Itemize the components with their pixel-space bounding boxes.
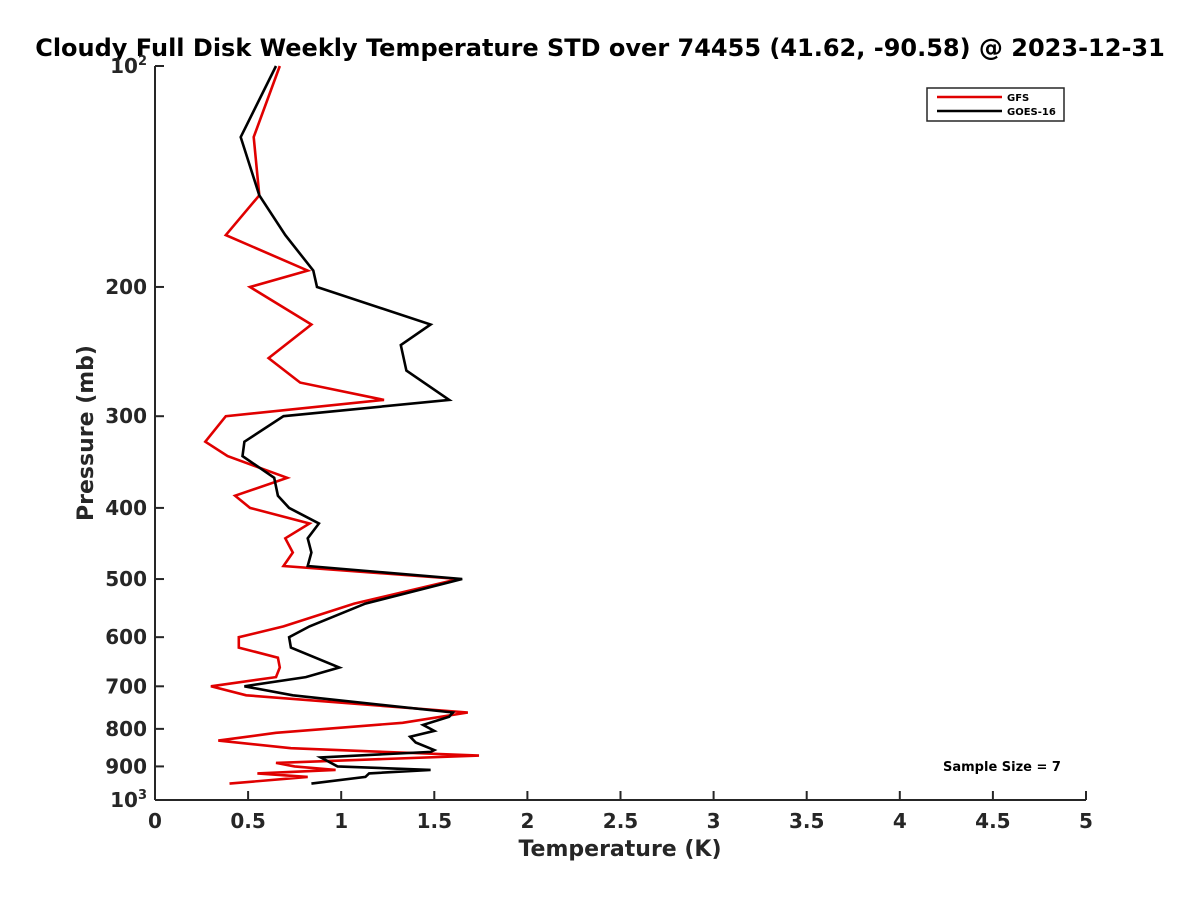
y-tick-label: 102 xyxy=(110,54,147,78)
y-tick-label: 700 xyxy=(105,674,147,698)
x-tick-label: 4.5 xyxy=(975,809,1010,833)
y-tick-exponent: 3 xyxy=(138,788,147,803)
legend: GFS GOES-16 xyxy=(926,87,1065,122)
legend-label-goes16: GOES-16 xyxy=(1007,107,1056,118)
series-layer xyxy=(203,65,480,785)
legend-label-gfs: GFS xyxy=(1007,93,1029,104)
x-tick-label: 5 xyxy=(1079,809,1093,833)
y-tick-label: 300 xyxy=(105,404,147,428)
chart-title: Cloudy Full Disk Weekly Temperature STD … xyxy=(35,34,1165,62)
series-line-goes16 xyxy=(239,65,463,785)
y-tick-label: 500 xyxy=(105,567,147,591)
sample-size-annotation: Sample Size = 7 xyxy=(943,760,1061,775)
y-tick-label: 800 xyxy=(105,717,147,741)
y-tick-label: 900 xyxy=(105,754,147,778)
x-tick-label: 0 xyxy=(148,809,162,833)
x-tick-label: 1 xyxy=(334,809,348,833)
x-ticks: 0 0.5 1 1.5 2 2.5 3 3.5 4 4.5 5 xyxy=(148,791,1093,833)
legend-box xyxy=(926,87,1065,122)
x-tick-label: 2 xyxy=(520,809,534,833)
x-tick-label: 2.5 xyxy=(603,809,638,833)
x-axis-label: Temperature (K) xyxy=(518,837,721,862)
series-line-gfs xyxy=(203,65,480,785)
x-tick-label: 4 xyxy=(893,809,907,833)
x-tick-label: 3.5 xyxy=(789,809,824,833)
x-tick-label: 3 xyxy=(707,809,721,833)
y-tick-label: 200 xyxy=(105,275,147,299)
y-axis-label: Pressure (mb) xyxy=(74,345,99,521)
y-tick-label: 103 xyxy=(110,788,147,812)
x-tick-label: 0.5 xyxy=(230,809,265,833)
y-tick-exponent: 2 xyxy=(138,54,147,69)
x-tick-label: 1.5 xyxy=(417,809,452,833)
y-tick-label: 600 xyxy=(105,625,147,649)
y-tick-base: 10 xyxy=(110,54,138,78)
y-tick-base: 10 xyxy=(110,788,138,812)
y-tick-label: 400 xyxy=(105,496,147,520)
